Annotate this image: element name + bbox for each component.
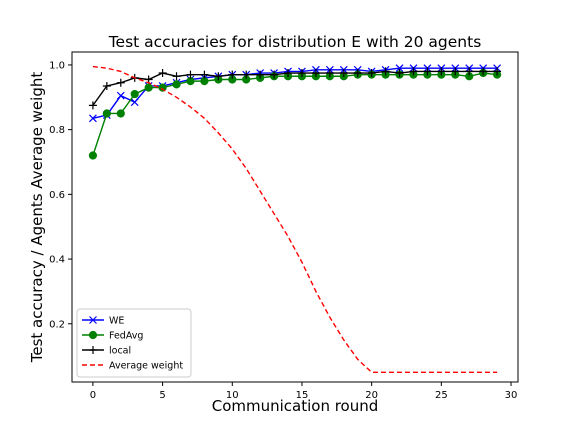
data-point xyxy=(172,72,181,81)
y-tick-label: 0.8 xyxy=(49,125,65,136)
legend-marker xyxy=(88,330,98,340)
data-point xyxy=(172,80,181,89)
data-point xyxy=(214,72,223,81)
data-point xyxy=(228,70,237,79)
data-point xyxy=(242,70,251,79)
y-tick-label: 0.2 xyxy=(49,319,65,330)
y-tick-label: 0.6 xyxy=(49,190,65,201)
x-tick-label: 10 xyxy=(226,390,239,401)
data-point xyxy=(339,69,348,78)
data-point xyxy=(395,64,404,73)
y-tick-label: 1.0 xyxy=(49,60,65,71)
legend-label: FedAvg xyxy=(109,331,143,342)
legend-box xyxy=(76,308,192,378)
legend-item-local: local xyxy=(82,346,131,357)
data-point xyxy=(367,69,376,78)
x-tick-label: 0 xyxy=(90,390,96,401)
y-axis-label: Test accuracy / Agents Average weight xyxy=(28,72,46,364)
data-point xyxy=(186,70,195,79)
data-point xyxy=(116,109,125,118)
data-point xyxy=(256,70,265,79)
data-point xyxy=(88,101,97,110)
data-point xyxy=(88,151,98,160)
data-point xyxy=(381,67,390,76)
legend: WE FedAvg local Average weight xyxy=(76,308,192,378)
series-average-weight xyxy=(92,65,498,373)
data-point xyxy=(116,91,125,100)
legend-label: local xyxy=(109,346,131,357)
data-point xyxy=(102,81,111,90)
legend-item-fedavg: FedAvg xyxy=(82,331,143,342)
data-point xyxy=(451,67,460,76)
data-point xyxy=(158,83,167,92)
data-point xyxy=(130,89,139,99)
legend-item-we: WE xyxy=(82,316,124,327)
series-local xyxy=(88,67,502,110)
data-point xyxy=(116,78,125,87)
legend-item-average-weight: Average weight xyxy=(82,361,183,372)
data-point xyxy=(493,67,502,76)
data-point xyxy=(325,69,334,78)
data-point xyxy=(353,69,362,78)
series-line-average-weight xyxy=(92,65,498,373)
data-point xyxy=(465,67,474,76)
data-point xyxy=(297,69,306,78)
y-axis: 0.2 0.4 0.6 0.8 1.0 xyxy=(49,60,72,330)
chart-title: Test accuracies for distribution E with … xyxy=(108,33,482,51)
data-point xyxy=(311,69,320,78)
data-point xyxy=(437,67,446,76)
x-tick-label: 30 xyxy=(505,390,518,401)
legend-marker xyxy=(89,316,97,324)
data-point xyxy=(284,69,293,78)
x-tick-label: 25 xyxy=(435,390,448,401)
x-tick-label: 20 xyxy=(365,390,378,401)
data-point xyxy=(102,109,111,118)
data-point xyxy=(409,67,418,76)
y-tick-label: 0.4 xyxy=(49,255,65,266)
x-axis-label: Communication round xyxy=(212,397,379,415)
data-point xyxy=(130,98,139,107)
data-point xyxy=(479,67,488,76)
data-point xyxy=(395,69,404,78)
x-tick-label: 5 xyxy=(159,390,165,401)
series-layer xyxy=(88,64,502,373)
x-tick-label: 15 xyxy=(296,390,309,401)
data-point xyxy=(88,114,97,123)
legend-marker xyxy=(89,346,97,354)
legend-label: WE xyxy=(109,316,124,327)
x-axis: 0 5 10 15 20 25 30 xyxy=(90,382,518,401)
data-point xyxy=(144,83,153,92)
data-point xyxy=(158,69,167,78)
data-point xyxy=(423,67,432,76)
legend-label: Average weight xyxy=(109,361,183,372)
plot-area xyxy=(71,51,519,383)
data-point xyxy=(270,70,279,79)
data-point xyxy=(200,70,209,79)
